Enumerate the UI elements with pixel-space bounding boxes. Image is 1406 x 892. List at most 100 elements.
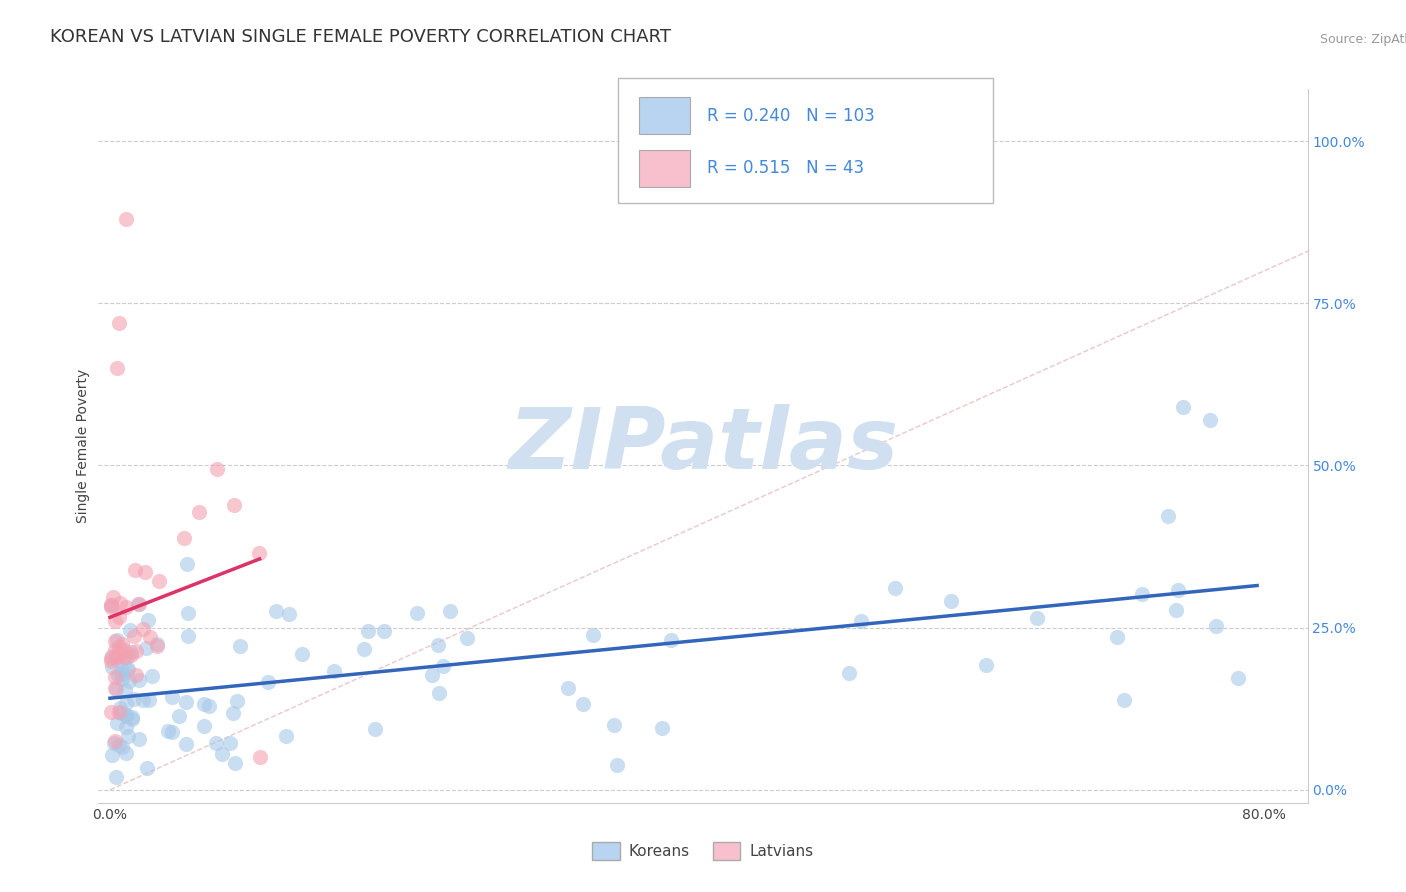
Point xyxy=(146,637,169,651)
Point xyxy=(101,649,124,664)
Point xyxy=(193,719,215,733)
Point xyxy=(1157,509,1180,524)
Point xyxy=(114,708,136,723)
Point xyxy=(136,614,159,628)
Point xyxy=(187,504,209,518)
Point xyxy=(439,604,461,618)
Point xyxy=(121,709,143,723)
Text: KOREAN VS LATVIAN SINGLE FEMALE POVERTY CORRELATION CHART: KOREAN VS LATVIAN SINGLE FEMALE POVERTY … xyxy=(51,29,671,46)
Point xyxy=(274,729,297,743)
Point xyxy=(128,673,150,687)
Point xyxy=(219,736,242,750)
Point xyxy=(851,614,873,628)
Point xyxy=(103,681,125,695)
Point xyxy=(229,640,252,654)
Point xyxy=(427,638,450,652)
Point xyxy=(108,647,131,661)
Point xyxy=(582,628,605,642)
Point xyxy=(115,708,138,723)
Point xyxy=(174,695,197,709)
Point xyxy=(222,706,245,720)
Point xyxy=(884,581,907,595)
Point xyxy=(125,667,148,681)
Point xyxy=(174,737,197,751)
Point xyxy=(107,653,129,667)
Point xyxy=(1167,582,1189,597)
Point xyxy=(572,697,595,711)
Point xyxy=(177,629,200,643)
Point xyxy=(115,747,138,761)
Point xyxy=(107,739,129,753)
Point xyxy=(100,748,122,763)
Point xyxy=(134,565,156,579)
Point xyxy=(373,624,395,638)
Point xyxy=(838,666,860,681)
Point xyxy=(104,650,127,665)
Point xyxy=(118,674,141,689)
Point xyxy=(1105,630,1128,644)
Point xyxy=(211,747,233,761)
Point xyxy=(364,723,387,737)
Point xyxy=(124,563,146,577)
FancyBboxPatch shape xyxy=(619,78,993,203)
Point xyxy=(420,668,443,682)
Point xyxy=(100,598,122,612)
Point xyxy=(105,715,128,730)
Point xyxy=(111,667,134,681)
Point xyxy=(357,624,380,638)
Point xyxy=(108,649,131,664)
Point xyxy=(323,665,346,679)
Point xyxy=(249,750,271,764)
FancyBboxPatch shape xyxy=(638,97,690,134)
Point xyxy=(162,690,184,705)
Point xyxy=(115,211,138,226)
Point xyxy=(108,705,131,719)
Point xyxy=(105,361,128,376)
Point xyxy=(108,610,131,624)
Point xyxy=(146,639,169,653)
Point xyxy=(100,655,122,669)
Legend: Koreans, Latvians: Koreans, Latvians xyxy=(586,836,820,866)
Point xyxy=(1112,693,1135,707)
Point xyxy=(105,682,128,697)
Point xyxy=(112,643,135,657)
Point xyxy=(121,712,143,726)
Point xyxy=(427,685,450,699)
Point xyxy=(108,700,131,714)
Point xyxy=(193,697,215,711)
Point xyxy=(114,649,136,664)
Point xyxy=(120,645,142,659)
Point xyxy=(135,641,157,656)
Point xyxy=(114,682,136,697)
Point xyxy=(204,736,226,750)
Point xyxy=(117,662,139,676)
Point xyxy=(603,718,626,732)
Point xyxy=(139,630,162,644)
Point xyxy=(100,600,122,615)
Point xyxy=(1026,611,1049,625)
Point xyxy=(173,531,195,545)
Point xyxy=(651,721,673,735)
Point xyxy=(103,733,125,747)
Point xyxy=(939,594,962,608)
Point xyxy=(198,698,221,713)
Point xyxy=(101,659,124,673)
Point xyxy=(104,770,127,784)
Point xyxy=(148,574,170,588)
Point xyxy=(111,637,134,651)
Point xyxy=(107,632,129,647)
Point xyxy=(100,651,122,665)
Point xyxy=(122,692,145,706)
Point xyxy=(353,642,375,657)
Point xyxy=(103,614,125,628)
Point xyxy=(111,663,134,677)
Point xyxy=(107,640,129,654)
Point xyxy=(122,629,145,643)
Point xyxy=(606,757,628,772)
Point xyxy=(115,697,138,711)
Point xyxy=(111,739,134,754)
Point xyxy=(141,669,163,683)
Point xyxy=(104,670,127,684)
Point xyxy=(128,731,150,746)
Point xyxy=(128,597,150,611)
